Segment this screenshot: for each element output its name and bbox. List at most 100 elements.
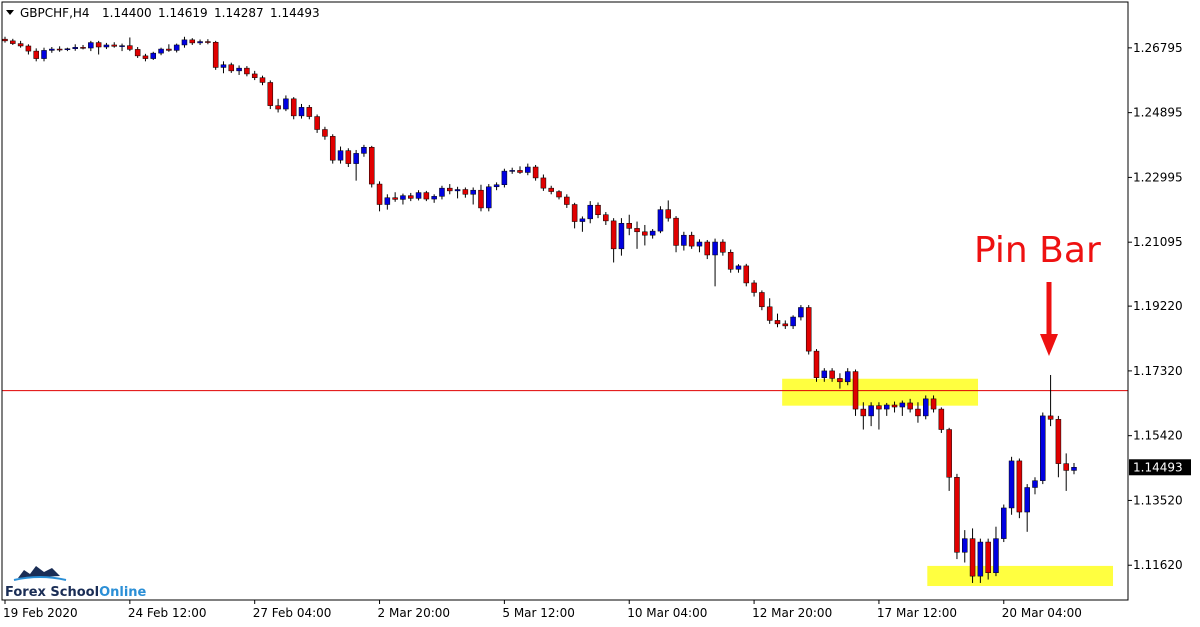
candle-body xyxy=(525,166,531,173)
candle-body xyxy=(735,265,742,270)
candle-body xyxy=(985,541,991,573)
candle-body xyxy=(766,306,773,321)
candle-body xyxy=(228,64,235,72)
candle-body xyxy=(462,189,469,195)
candle-body xyxy=(384,197,391,205)
candle-body xyxy=(501,170,508,185)
candle-body xyxy=(283,98,289,110)
candle-body xyxy=(603,214,609,222)
close-label: 1.14493 xyxy=(270,6,320,20)
zone xyxy=(782,378,979,406)
candle-body xyxy=(1008,460,1015,509)
y-tick-label: 1.13520 xyxy=(1133,493,1183,507)
candle-body xyxy=(298,107,305,117)
candle-body xyxy=(322,129,328,137)
candle-body xyxy=(556,191,562,198)
candle-body xyxy=(80,47,86,49)
candle-body xyxy=(236,67,242,72)
candle-body xyxy=(10,40,16,44)
candle-body xyxy=(626,223,632,229)
candle-body xyxy=(1001,507,1007,539)
candle-body xyxy=(595,204,601,215)
candle-body xyxy=(548,187,554,192)
candle-body xyxy=(173,44,180,51)
candle-body xyxy=(571,204,578,222)
candle-body xyxy=(329,136,336,161)
candle-body xyxy=(681,234,687,246)
logo-icon xyxy=(18,566,60,578)
candle-body xyxy=(290,98,297,117)
candle-body xyxy=(64,48,71,50)
candle-body xyxy=(915,408,921,417)
x-tick-label: 24 Feb 12:00 xyxy=(128,606,207,620)
candle-body xyxy=(782,323,789,327)
candle-body xyxy=(33,50,39,59)
candle-body xyxy=(938,408,945,430)
y-tick-label: 1.26795 xyxy=(1133,41,1183,55)
price-box xyxy=(1129,459,1191,476)
candle-body xyxy=(720,241,726,253)
candle-body xyxy=(127,45,133,50)
candle-body xyxy=(1040,415,1046,481)
logo-text-1: Forex School xyxy=(5,585,99,600)
candle-body xyxy=(134,49,141,57)
candle-body xyxy=(579,218,586,222)
candle-body xyxy=(829,370,835,379)
candle-body xyxy=(197,41,203,44)
candle-body xyxy=(946,429,952,478)
candle-body xyxy=(72,47,78,49)
candle-body xyxy=(798,307,804,318)
candle-body xyxy=(696,241,703,247)
candle-body xyxy=(704,241,711,256)
candle-body xyxy=(610,220,617,250)
candle-body xyxy=(447,187,453,192)
candle-body xyxy=(439,187,445,197)
candle-body xyxy=(1024,487,1030,513)
candle-body xyxy=(337,150,344,161)
y-tick-label: 1.24895 xyxy=(1133,106,1183,120)
candle-body xyxy=(361,146,367,154)
candle-body xyxy=(774,320,781,325)
candle-body xyxy=(969,538,976,577)
candle-body xyxy=(930,398,937,410)
candle-body xyxy=(899,402,906,408)
zones xyxy=(2,378,1128,587)
symbol: GBPCHF,H4 xyxy=(20,6,90,20)
candle-body xyxy=(962,538,968,553)
x-tick-label: 20 Mar 04:00 xyxy=(1002,606,1082,620)
candle-body xyxy=(618,223,625,250)
candle-body xyxy=(837,378,843,383)
logo-text: Forex SchoolOnline xyxy=(5,585,147,600)
menu-triangle xyxy=(6,10,14,15)
candle-body xyxy=(821,370,828,378)
candle-body xyxy=(415,192,422,199)
candle-body xyxy=(727,251,734,270)
zone xyxy=(927,565,1114,587)
candle-body xyxy=(688,234,695,247)
candle-body xyxy=(205,41,211,43)
candle-body xyxy=(423,192,430,200)
candle-body xyxy=(111,44,117,47)
candle-body xyxy=(251,73,258,78)
candle-body xyxy=(158,48,164,54)
candle-body xyxy=(259,77,266,83)
candle-body xyxy=(517,170,523,173)
candle-body xyxy=(2,38,8,42)
candle-body xyxy=(486,186,492,209)
candle-body xyxy=(977,541,984,577)
candle-body xyxy=(181,39,188,46)
candle-body xyxy=(922,398,929,417)
candle-body xyxy=(587,204,593,220)
candle-body xyxy=(649,230,656,236)
candle-body xyxy=(212,41,219,68)
candle-body xyxy=(454,189,461,192)
candle-body xyxy=(868,405,874,417)
candle-body xyxy=(431,196,437,200)
candle-body xyxy=(244,67,250,75)
low-label: 1.14287 xyxy=(214,6,264,20)
candle-body xyxy=(150,52,157,59)
logo: Forex SchoolOnline xyxy=(5,566,147,600)
candle-body xyxy=(665,209,671,219)
